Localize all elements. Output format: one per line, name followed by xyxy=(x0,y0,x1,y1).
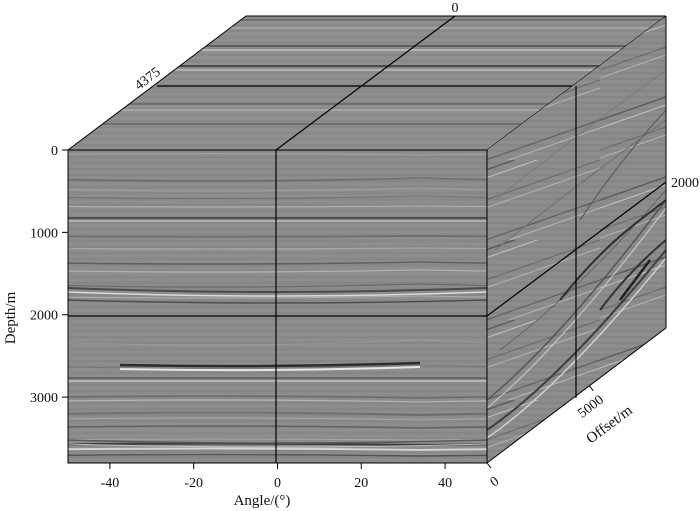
offset-tick-mark xyxy=(588,385,594,392)
front-face xyxy=(67,149,488,464)
top-face xyxy=(67,15,667,151)
top-back-label: 0 xyxy=(452,1,459,16)
angle-tick-label: 20 xyxy=(354,476,368,491)
depth-tick-label: 2000 xyxy=(30,309,58,324)
angle-tick-label: 0 xyxy=(274,476,281,491)
depth-axis-label: Depth/m xyxy=(3,291,19,344)
angle-axis: -40 -20 0 20 40 Angle/(°) xyxy=(101,463,452,509)
depth-axis: 0 1000 2000 3000 Depth/m xyxy=(3,144,68,406)
angle-tick-label: 40 xyxy=(438,476,452,491)
angle-tick-label: -40 xyxy=(101,476,120,491)
angle-tick-label: -20 xyxy=(184,476,203,491)
top-angle-slice-line xyxy=(275,15,456,151)
right-depth-label: 2000 xyxy=(671,176,699,191)
depth-tick-label: 0 xyxy=(51,144,58,159)
offset-tick-label: 0 xyxy=(488,474,503,490)
offset-tick-label: 5000 xyxy=(575,393,606,422)
depth-tick-label: 3000 xyxy=(30,391,58,406)
angle-axis-label: Angle/(°) xyxy=(234,493,291,509)
side-face xyxy=(486,16,667,464)
offset-tick-mark xyxy=(486,462,492,469)
depth-tick-label: 1000 xyxy=(30,226,58,241)
